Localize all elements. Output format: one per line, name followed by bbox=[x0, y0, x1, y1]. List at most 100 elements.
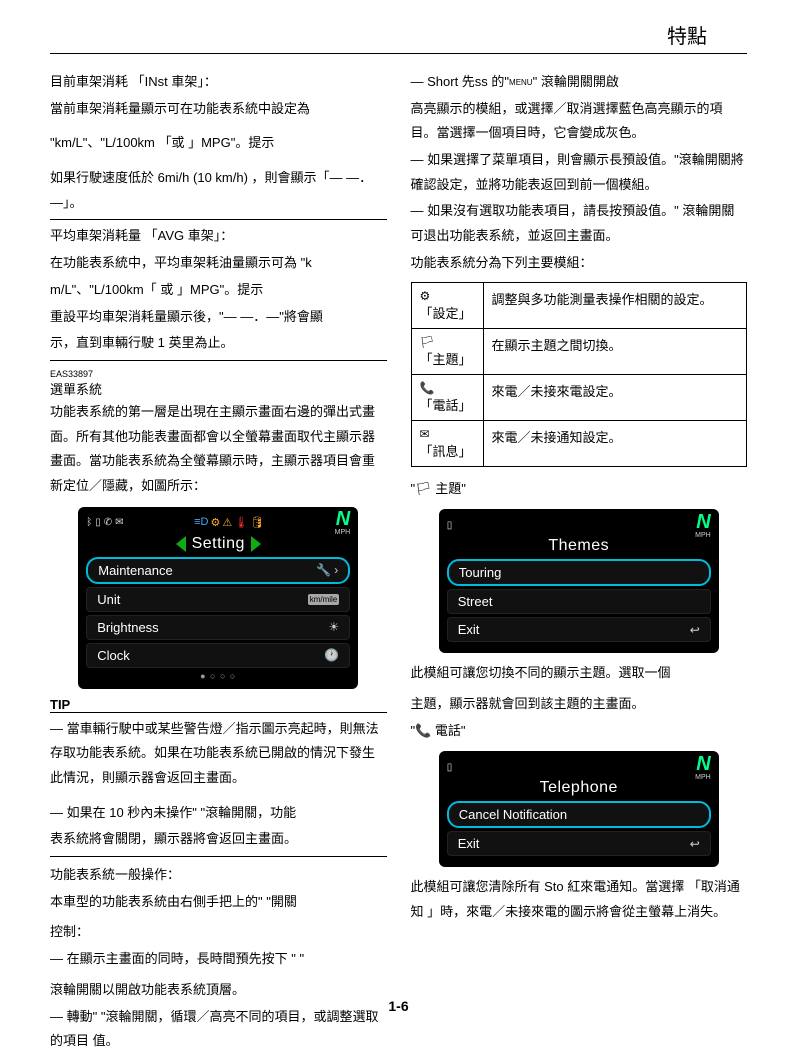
phone-icon: ✆ bbox=[104, 517, 112, 528]
body-text: ― 如果在 10 秒內未操作" "滾輪開關，功能 bbox=[50, 801, 387, 826]
menu-icon: MENU bbox=[509, 78, 533, 87]
menu-item-brightness[interactable]: Brightness ☀ bbox=[86, 615, 350, 640]
body-text: 表系統將會關閉，顯示器將會返回主畫面。 bbox=[50, 827, 387, 852]
module-desc: 調整與多功能測量表操作相關的設定。 bbox=[483, 282, 747, 328]
module-label: 「電話」 bbox=[420, 398, 472, 413]
menu-item-cancel-notification[interactable]: Cancel Notification bbox=[447, 801, 711, 828]
gear-indicator: N MPH bbox=[335, 509, 351, 536]
tip-heading: TIP bbox=[50, 697, 387, 713]
module-desc: 來電／未接通知設定。 bbox=[483, 420, 747, 466]
engine-icon: ⚙ bbox=[210, 516, 220, 529]
status-icons: ᛒ ▯ ✆ ✉ bbox=[86, 517, 123, 528]
telephone-screen: ▯ N MPH Telephone Cancel Notification Ex… bbox=[439, 751, 719, 867]
return-icon: ↩ bbox=[690, 837, 700, 851]
oil-icon: 🛢 bbox=[250, 516, 264, 529]
unit-badge: km/mile bbox=[308, 594, 340, 605]
menu-label: Exit bbox=[458, 622, 480, 637]
right-arrow-icon[interactable] bbox=[251, 536, 261, 552]
menu-item-exit[interactable]: Exit ↩ bbox=[447, 617, 711, 642]
body-text: 主題，顯示器就會回到該主題的主畫面。 bbox=[411, 692, 748, 717]
table-row: 🏳「主題」 在顯示主題之間切換。 bbox=[411, 328, 747, 374]
table-row: ✉ 「訊息」 來電／未接通知設定。 bbox=[411, 420, 747, 466]
menu-label: Maintenance bbox=[98, 563, 172, 578]
left-column: 目前車架消耗 「INst 車架」： 當前車架消耗量顯示可在功能表系統中設定為 "… bbox=[50, 70, 387, 1056]
subsection-head: "🏳 主題" bbox=[411, 477, 748, 502]
body-text: m/L"、"L/100km「 或 」MPG"。提示 bbox=[50, 278, 387, 303]
body-text: 在功能表系統中，平均車架耗油量顯示可為 "k bbox=[50, 251, 387, 276]
body-text: 目前車架消耗 「INst 車架」： bbox=[50, 70, 387, 95]
table-row: ⚙ 「設定」 調整與多功能測量表操作相關的設定。 bbox=[411, 282, 747, 328]
right-column: ― Short 先ss 的"MENU" 滾輪開關開啟 高亮顯示的模組，或選擇／取… bbox=[411, 70, 748, 1056]
temp-icon: 🌡 bbox=[234, 516, 248, 529]
status-icons: ▯ bbox=[447, 762, 453, 773]
mail-icon: ✉ bbox=[115, 517, 123, 528]
body-text: ― 在顯示主畫面的同時，長時間預先按下 " " bbox=[50, 947, 387, 972]
settings-icon: ⚙ bbox=[420, 289, 475, 303]
signal-icon: ▯ bbox=[447, 762, 453, 773]
menu-item-touring[interactable]: Touring bbox=[447, 559, 711, 586]
brightness-icon: ☀ bbox=[328, 620, 339, 634]
menu-label: Touring bbox=[459, 565, 502, 580]
body-text: 功能表系統的第一層是出現在主顯示畫面右邊的彈出式畫面。所有其他功能表畫面都會以全… bbox=[50, 400, 387, 499]
left-arrow-icon[interactable] bbox=[176, 536, 186, 552]
body-text: ― Short 先ss 的"MENU" 滾輪開關開啟 bbox=[411, 70, 748, 95]
check-icon: ⚠ bbox=[222, 516, 232, 529]
menu-item-exit[interactable]: Exit ↩ bbox=[447, 831, 711, 856]
menu-label: Street bbox=[458, 594, 493, 609]
body-text: 示，直到車輛行駛 1 英里為止。 bbox=[50, 331, 387, 356]
return-icon: ↩ bbox=[690, 623, 700, 637]
module-label: 「主題」 bbox=[420, 352, 472, 367]
body-text: 本車型的功能表系統由右側手把上的" "開關 bbox=[50, 890, 387, 915]
menu-item-unit[interactable]: Unit km/mile bbox=[86, 587, 350, 612]
message-icon: ✉ bbox=[420, 427, 475, 441]
body-text: 此模組可讓您切換不同的顯示主題。選取一個 bbox=[411, 661, 748, 686]
themes-screen: ▯ N MPH Themes Touring Street Exit ↩ bbox=[439, 509, 719, 653]
module-desc: 在顯示主題之間切換。 bbox=[483, 328, 747, 374]
setting-screen: ᛒ ▯ ✆ ✉ ≡D ⚙ ⚠ 🌡 🛢 N MPH bbox=[78, 507, 358, 689]
gear-indicator: N MPH bbox=[695, 754, 711, 781]
body-text: ― 如果選擇了菜單項目，則會顯示長預設值。"滾輪開關將確認設定，並將功能表返回到… bbox=[411, 148, 748, 197]
body-text: 如果行駛速度低於 6mi/h (10 km/h) ，則會顯示「― ―．―」。 bbox=[50, 166, 387, 215]
gear-indicator: N MPH bbox=[695, 512, 711, 539]
page-header: 特點 bbox=[50, 20, 747, 49]
clock-icon: 🕐 bbox=[324, 648, 339, 662]
pagination-dots: ● ○ ○ ○ bbox=[86, 671, 350, 681]
page-number: 1-6 bbox=[0, 998, 797, 1014]
screen-title: Setting bbox=[192, 535, 245, 553]
signal-icon: ▯ bbox=[95, 517, 101, 528]
body-text: 功能表系統分為下列主要模組： bbox=[411, 251, 748, 276]
bt-icon: ᛒ bbox=[86, 517, 92, 528]
menu-item-maintenance[interactable]: Maintenance 🔧 › bbox=[86, 557, 350, 584]
section-title: 選單系統 bbox=[50, 379, 387, 398]
body-text: 控制： bbox=[50, 920, 387, 945]
module-label: 「訊息」 bbox=[420, 444, 472, 459]
menu-label: Brightness bbox=[97, 620, 158, 635]
module-label: 「設定」 bbox=[420, 306, 472, 321]
body-text: 高亮顯示的模組，或選擇／取消選擇藍色高亮顯示的項目。當選擇一個項目時，它會變成灰… bbox=[411, 97, 748, 146]
menu-label: Exit bbox=[458, 836, 480, 851]
menu-label: Clock bbox=[97, 648, 130, 663]
module-desc: 來電／未接來電設定。 bbox=[483, 374, 747, 420]
menu-label: Unit bbox=[97, 592, 120, 607]
phone-icon: 📞 bbox=[420, 381, 475, 395]
content-columns: 目前車架消耗 「INst 車架」： 當前車架消耗量顯示可在功能表系統中設定為 "… bbox=[50, 70, 747, 1056]
table-row: 📞 「電話」 來電／未接來電設定。 bbox=[411, 374, 747, 420]
warning-icons: ≡D ⚙ ⚠ 🌡 🛢 bbox=[194, 516, 264, 529]
body-text: "km/L"、"L/100km 「或 」MPG"。提示 bbox=[50, 131, 387, 156]
body-text: 功能表系統一般操作： bbox=[50, 863, 387, 888]
status-icons: ▯ bbox=[447, 520, 453, 531]
body-text: 重設平均車架消耗量顯示後，"― ―．―"將會顯 bbox=[50, 305, 387, 330]
screen-title: Themes bbox=[548, 537, 609, 555]
wrench-icon: 🔧 › bbox=[316, 563, 338, 577]
menu-label: Cancel Notification bbox=[459, 807, 567, 822]
body-text: ― 如果沒有選取功能表項目，請長按預設值。" 滾輪開關可退出功能表系統，並返回主… bbox=[411, 199, 748, 248]
header-rule bbox=[50, 53, 747, 54]
module-table: ⚙ 「設定」 調整與多功能測量表操作相關的設定。 🏳「主題」 在顯示主題之間切換。… bbox=[411, 282, 748, 467]
screen-title: Telephone bbox=[540, 779, 618, 797]
menu-item-clock[interactable]: Clock 🕐 bbox=[86, 643, 350, 668]
body-text: 此模組可讓您清除所有 Sto 紅來電通知。當選擇 「取消通知 」時，來電／未接來… bbox=[411, 875, 748, 924]
subsection-head: "📞 電話" bbox=[411, 719, 748, 744]
menu-item-street[interactable]: Street bbox=[447, 589, 711, 614]
body-text: 平均車架消耗量 「AVG 車架」： bbox=[50, 224, 387, 249]
signal-icon: ▯ bbox=[447, 520, 453, 531]
